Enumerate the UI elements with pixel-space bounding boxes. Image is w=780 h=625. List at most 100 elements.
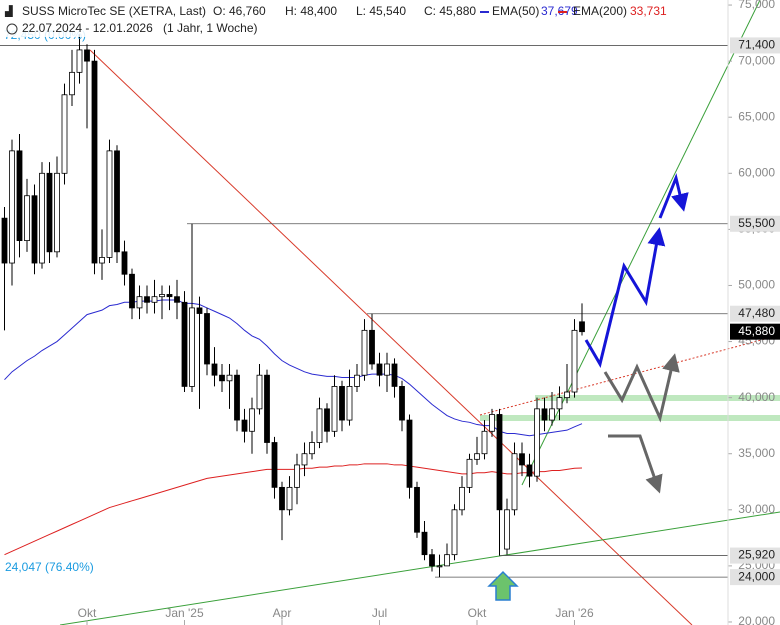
level-tag xyxy=(730,215,780,232)
candle-body xyxy=(39,172,45,264)
ohlc-high: H: 48,400 xyxy=(285,4,337,18)
level-tag-label: 47,480 xyxy=(738,306,775,320)
candle-body xyxy=(219,374,225,382)
candle-body xyxy=(271,442,278,488)
candle-body xyxy=(46,172,53,253)
candle-body xyxy=(174,296,180,303)
candle-body xyxy=(196,307,203,314)
level-tag-label: 45,880 xyxy=(738,324,775,338)
header-bg xyxy=(0,0,700,37)
candle-body xyxy=(129,273,135,309)
trend-line xyxy=(521,0,761,486)
scenario-arrow xyxy=(658,173,689,219)
candle-body xyxy=(76,49,83,73)
candle-body xyxy=(241,419,248,432)
instrument-title: SUSS MicroTec SE (XETRA, Last) xyxy=(22,4,206,18)
y-tick-label: 20,000 xyxy=(738,614,775,625)
support-band xyxy=(535,395,780,401)
candle-body xyxy=(151,296,158,303)
scenario-arrow xyxy=(603,353,680,423)
low-label: 24,047 (76.40%) xyxy=(5,560,94,574)
level-tag-label: 24,000 xyxy=(738,569,775,583)
candle-body xyxy=(369,329,375,365)
y-tick-label: 65,000 xyxy=(738,109,775,123)
candle-body xyxy=(549,408,555,421)
candle-body xyxy=(204,313,210,365)
level-tag xyxy=(730,569,780,586)
level-tag-label: 55,500 xyxy=(738,216,775,230)
chart-icon: ▟ xyxy=(4,5,13,18)
x-tick-label: Okt xyxy=(78,606,97,620)
candle-body xyxy=(84,49,90,62)
x-tick-label: Okt xyxy=(468,606,487,620)
candle-body xyxy=(429,554,435,567)
level-tag-label: 71,400 xyxy=(738,38,775,52)
candle-body xyxy=(564,391,570,399)
ohlc-open: O: 46,760 xyxy=(213,4,266,18)
ema-line xyxy=(4,463,583,556)
scenario-arrow xyxy=(608,434,663,494)
candle-body xyxy=(9,150,15,264)
y-tick-label: 40,000 xyxy=(738,390,775,404)
candle-body xyxy=(301,453,308,466)
x-tick-label: Jan '25 xyxy=(165,606,204,620)
candle-body xyxy=(346,386,353,421)
candle-body xyxy=(519,453,525,466)
candle-body xyxy=(99,257,105,264)
candle-body xyxy=(534,408,540,477)
candle-body xyxy=(459,486,465,511)
x-tick-label: Jul xyxy=(372,606,387,620)
period: (1 Jahr, 1 Woche) xyxy=(163,21,258,35)
candle-body xyxy=(136,296,143,309)
candle-body xyxy=(511,453,518,511)
candle-body xyxy=(406,419,413,488)
candle-body xyxy=(256,374,263,410)
candle-body xyxy=(264,374,270,443)
candle-body xyxy=(451,509,458,556)
candle-body xyxy=(234,374,240,421)
candle-body xyxy=(579,321,585,333)
level-tag xyxy=(730,37,780,54)
y-tick-label: 60,000 xyxy=(738,165,775,179)
legend-value: 33,731 xyxy=(630,4,667,18)
candle-body xyxy=(249,408,255,432)
candle-body xyxy=(106,150,113,258)
buy-arrow xyxy=(487,570,519,601)
candle-body xyxy=(324,408,330,432)
candle-body xyxy=(399,386,405,421)
candle-body xyxy=(331,386,338,432)
clock-icon xyxy=(6,23,18,35)
candle-body xyxy=(24,195,30,242)
candle-body xyxy=(474,453,480,460)
candle-body xyxy=(114,150,120,253)
level-tag xyxy=(730,547,780,564)
candle-body xyxy=(279,486,285,511)
ohlc-low: L: 45,540 xyxy=(356,4,406,18)
scenario-arrow xyxy=(584,227,666,368)
ema-line xyxy=(4,299,583,437)
candle-body xyxy=(361,329,368,376)
candle-body xyxy=(384,363,390,376)
candle-body xyxy=(496,414,503,511)
ohlc-close: C: 45,880 xyxy=(424,4,476,18)
candle-body xyxy=(69,71,75,96)
level-tag xyxy=(730,305,780,322)
candle-body xyxy=(91,60,98,264)
candle-body xyxy=(526,464,533,477)
trend-line xyxy=(89,49,693,625)
level-tag-label: 25,920 xyxy=(738,548,775,562)
candle-body xyxy=(571,329,578,393)
candle-body xyxy=(211,363,218,376)
candle-body xyxy=(61,94,68,174)
candle-body xyxy=(226,374,233,382)
trend-line xyxy=(479,334,780,416)
y-tick-label: 35,000 xyxy=(738,446,775,460)
candle-body xyxy=(31,195,38,264)
candle-body xyxy=(144,296,150,303)
candle-body xyxy=(286,486,293,511)
candle-body xyxy=(354,374,360,387)
candle-body xyxy=(181,301,188,387)
candle-body xyxy=(1,217,8,264)
candle-body xyxy=(444,554,450,567)
